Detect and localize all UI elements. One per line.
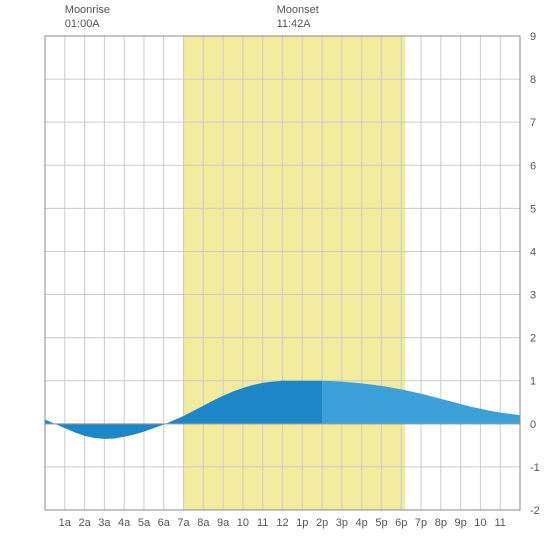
y-tick-label: 8: [530, 74, 536, 86]
x-tick-label: 9a: [217, 517, 230, 529]
moonset-annotation: Moonset 11:42A: [277, 4, 319, 32]
y-tick-label: 1: [530, 376, 536, 388]
x-tick-label: 11: [257, 517, 268, 529]
x-tick-label: 1p: [296, 517, 308, 529]
y-tick-label: 3: [530, 290, 536, 302]
x-tick-label: 5p: [375, 517, 387, 529]
x-tick-label: 7p: [415, 517, 427, 529]
x-tick-label: 7a: [177, 517, 190, 529]
x-tick-label: 2p: [316, 517, 328, 529]
x-tick-label: 8a: [197, 517, 210, 529]
y-tick-label: 5: [530, 203, 536, 215]
x-tick-label: 12: [276, 517, 288, 529]
moonrise-annotation: Moonrise 01:00A: [65, 4, 110, 32]
y-tick-label: 7: [530, 117, 536, 129]
tide-chart: Moonrise 01:00A Moonset 11:42A 1a 2a 3a 4a 5…: [0, 0, 550, 550]
x-tick-label: 9p: [455, 517, 467, 529]
x-tick-label: 1a: [59, 517, 72, 529]
y-tick-label: -2: [530, 505, 540, 517]
moonrise-label: Moonrise: [65, 4, 110, 18]
moonset-time: 11:42A: [277, 18, 319, 32]
x-tick-label: 6p: [395, 517, 407, 529]
x-tick-label: 3p: [336, 517, 348, 529]
x-tick-label: 4p: [356, 517, 368, 529]
chart-svg: 1a2a3a4a5a6a7a8a9a1011121p2p3p4p5p6p7p8p…: [0, 0, 550, 550]
x-tick-label: 10: [474, 517, 486, 529]
x-tick-label: 3a: [98, 517, 111, 529]
y-tick-label: 2: [530, 333, 536, 345]
daylight-band: [184, 36, 406, 510]
y-axis-labels: -2 -1 0 1 2 3 4 5 6 7 8 9: [530, 31, 540, 517]
moonrise-time: 01:00A: [65, 18, 110, 32]
x-tick-label: 11: [494, 517, 505, 529]
y-tick-label: 6: [530, 160, 536, 172]
x-tick-label: 10: [237, 517, 249, 529]
grid: [45, 36, 520, 510]
x-tick-label: 2a: [78, 517, 91, 529]
x-tick-label: 5a: [138, 517, 151, 529]
y-tick-label: 4: [530, 246, 536, 258]
x-tick-label: 6a: [158, 517, 171, 529]
x-tick-label: 8p: [435, 517, 447, 529]
x-tick-label: 4a: [118, 517, 131, 529]
moonset-label: Moonset: [277, 4, 319, 18]
y-tick-label: 9: [530, 31, 536, 43]
y-tick-label: -1: [530, 462, 540, 474]
x-axis-labels: 1a 2a 3a 4a 5a 6a 7a 8a 9a 10 11 12 1p 2p 3p 4p 5p 6p 7p 8p…: [59, 517, 506, 529]
y-tick-label: 0: [530, 419, 536, 431]
